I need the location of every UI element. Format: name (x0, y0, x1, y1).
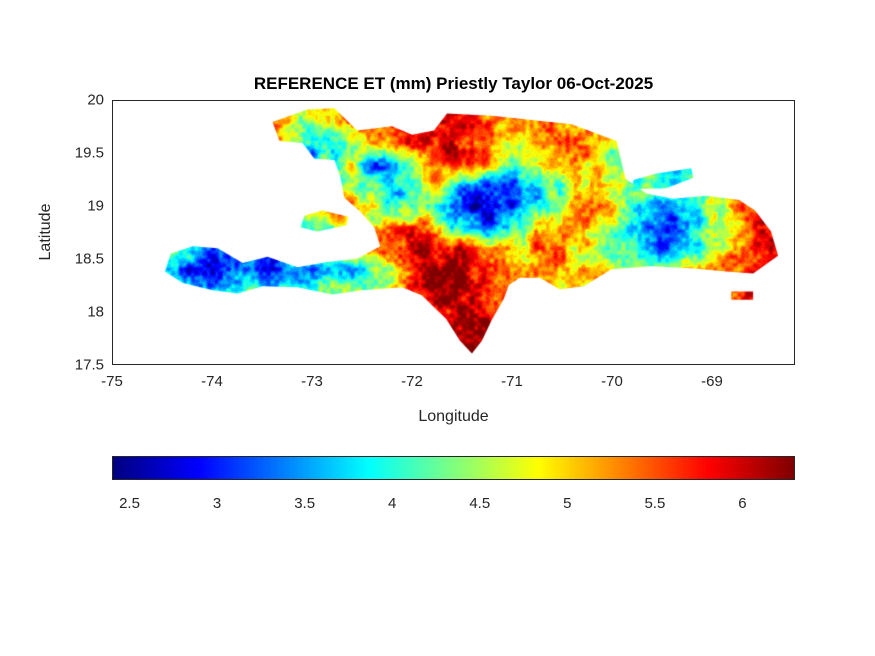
y-tick-label: 18.5 (74, 250, 104, 268)
colorbar-tick-label: 5 (563, 495, 572, 512)
map-canvas (113, 101, 794, 364)
colorbar-tick-label: 2.5 (119, 495, 140, 512)
y-axis-ticks: 20 19.5 19 18.5 18 17.5 (52, 92, 104, 374)
colorbar (112, 456, 795, 480)
y-tick-label: 19.5 (74, 144, 104, 162)
y-tick-label: 20 (87, 91, 104, 109)
x-axis-ticks: -75 -74 -73 -72 -71 -70 -69 (101, 373, 795, 393)
x-tick-label: -70 (601, 373, 623, 390)
y-tick-label: 17.5 (74, 356, 104, 374)
colorbar-tick-label: 3.5 (294, 495, 316, 512)
chart-title: REFERENCE ET (mm) Priestly Taylor 06-Oct… (253, 74, 654, 93)
y-tick-label: 18 (87, 303, 104, 321)
colorbar-gradient (113, 457, 794, 479)
x-tick-label: -75 (101, 373, 123, 390)
x-tick-label: -71 (501, 373, 523, 390)
colorbar-tick-label: 6 (738, 495, 747, 512)
plot-area (112, 100, 795, 365)
colorbar-tick-label: 4 (388, 495, 397, 512)
colorbar-tick-label: 5.5 (644, 495, 666, 512)
x-tick-label: -69 (701, 373, 723, 390)
colorbar-tick-label: 4.5 (469, 495, 491, 512)
colorbar-ticks: 2.5 3 3.5 4 4.5 5 5.5 6 (112, 495, 795, 515)
colorbar-tick-label: 3 (212, 495, 222, 512)
x-tick-label: -74 (201, 373, 223, 390)
x-tick-label: -72 (401, 373, 423, 390)
x-tick-label: -73 (301, 373, 323, 390)
y-tick-label: 19 (87, 197, 104, 215)
x-axis-label: Longitude (418, 408, 489, 425)
